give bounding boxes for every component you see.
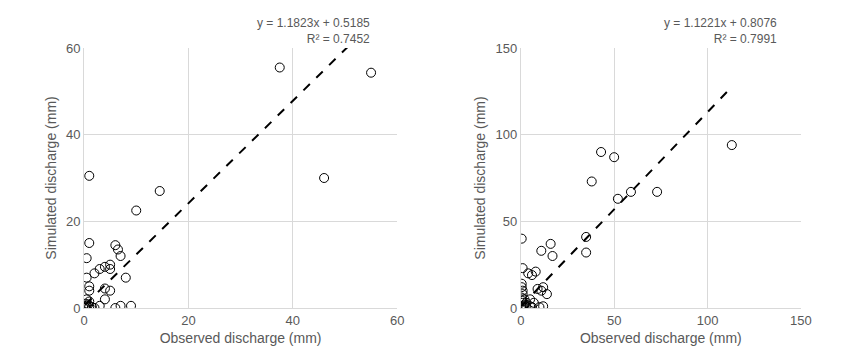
svg-text:60: 60 (390, 313, 404, 328)
svg-text:100: 100 (697, 313, 719, 328)
svg-text:Observed discharge (mm): Observed discharge (mm) (160, 330, 322, 346)
svg-text:40: 40 (66, 127, 80, 142)
svg-text:y = 1.1221x + 0.8076R² = 0.799: y = 1.1221x + 0.8076R² = 0.7991 (664, 16, 777, 46)
svg-text:20: 20 (66, 214, 80, 229)
svg-text:50: 50 (607, 313, 621, 328)
svg-text:y = 1.1823x + 0.5185R² = 0.745: y = 1.1823x + 0.5185R² = 0.7452 (257, 16, 370, 46)
svg-text:150: 150 (790, 313, 812, 328)
svg-text:0: 0 (80, 313, 87, 328)
svg-text:20: 20 (181, 313, 195, 328)
svg-text:100: 100 (495, 127, 517, 142)
svg-text:0: 0 (517, 313, 524, 328)
svg-text:40: 40 (286, 313, 300, 328)
svg-text:150: 150 (495, 41, 517, 56)
svg-text:Observed discharge (mm): Observed discharge (mm) (580, 330, 742, 346)
svg-text:0: 0 (510, 301, 517, 316)
svg-text:Simulated discharge (mm): Simulated discharge (mm) (43, 96, 59, 259)
svg-text:50: 50 (503, 214, 517, 229)
svg-text:Simulated discharge (mm): Simulated discharge (mm) (472, 96, 488, 259)
svg-text:0: 0 (73, 301, 80, 316)
svg-text:60: 60 (66, 41, 80, 56)
